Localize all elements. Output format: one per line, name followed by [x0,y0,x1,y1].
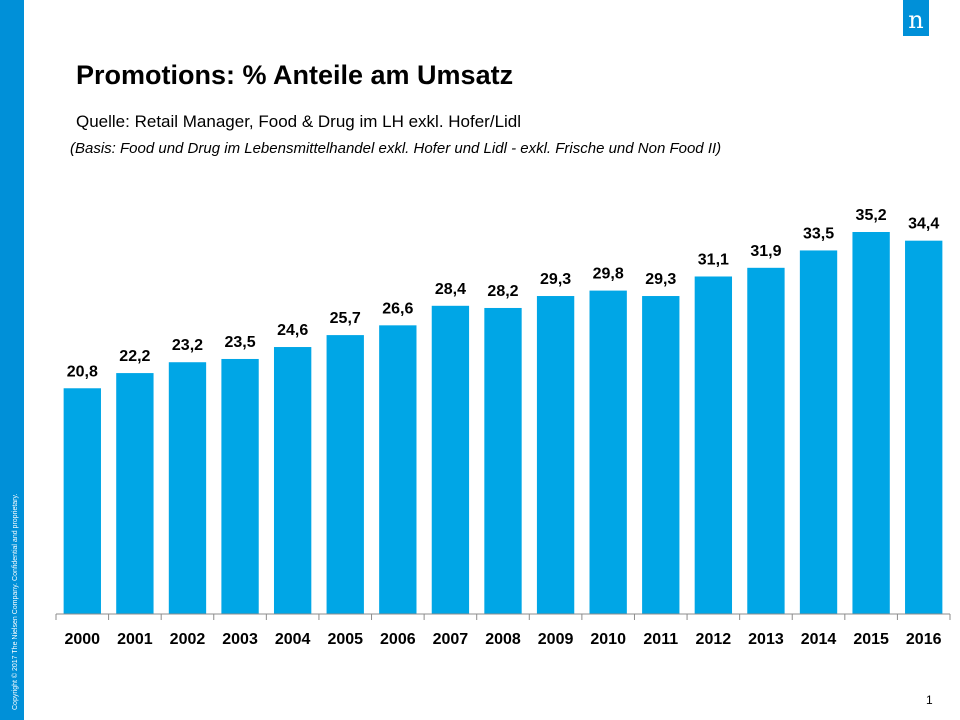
bar-2013 [747,267,785,614]
x-tick-label-2016: 2016 [906,631,942,648]
bar-2008 [484,307,522,614]
bar-2005 [326,335,364,614]
x-tick-label-group: 2000 2001 2002 2003 2004 2005 2006 2007 2008 2009… [64,631,941,648]
data-label-2005: 25,7 [330,310,361,327]
x-tick-label-2011: 2011 [643,631,678,648]
x-tick-label-2009: 2009 [538,631,574,648]
bar-2011 [642,296,680,614]
data-label-2008: 28,2 [487,283,518,300]
data-label-2016: 34,4 [908,216,939,233]
x-tick-label-2002: 2002 [170,631,206,648]
x-tick-label-2000: 2000 [64,631,100,648]
x-tick-label-2001: 2001 [117,631,153,648]
data-label-2002: 23,2 [172,337,203,354]
data-label-2012: 31,1 [698,251,729,268]
data-label-2010: 29,8 [593,266,624,283]
slide-title: Promotions: % Anteile am Umsatz [76,60,514,90]
x-tick-label-2004: 2004 [275,631,311,648]
bar-2003 [221,358,259,614]
bar-2012 [694,276,733,614]
bar-2000 [63,388,101,614]
bar-2014 [799,250,838,614]
x-tick-label-2013: 2013 [748,631,784,648]
x-tick-label-2008: 2008 [485,631,521,648]
bar-2009 [536,296,575,614]
basis-note: (Basis: Food und Drug im Lebensmittelhan… [70,140,722,157]
source-note: Quelle: Retail Manager, Food & Drug im L… [76,112,522,131]
x-tick-label-2006: 2006 [380,631,416,648]
nielsen-logo-icon: n [903,0,929,36]
data-label-2000: 20,8 [67,363,98,380]
data-label-2001: 22,2 [119,348,150,365]
data-label-2009: 29,3 [540,271,571,288]
data-label-2006: 26,6 [382,300,413,317]
x-tick-label-2007: 2007 [433,631,469,648]
value-label-group: 20,8 22,2 23,2 23,5 24,6 25,7 26,6 28,4 28,2 29,3… [67,207,940,380]
bar-2001 [116,373,154,614]
left-accent-band: Copyright © 2017 The Nielsen Company. Co… [0,0,24,720]
data-label-2014: 33,5 [803,225,834,242]
page-number: 1 [926,693,933,707]
x-tick-label-2015: 2015 [853,631,889,648]
bar-2010 [589,290,627,614]
x-tick-label-2005: 2005 [327,631,363,648]
x-tick-label-2014: 2014 [801,631,837,648]
bar-group [63,232,943,614]
x-tick-label-2010: 2010 [590,631,626,648]
bar-2002 [168,362,207,614]
bar-2004 [273,347,312,614]
x-tick-label-2003: 2003 [222,631,258,648]
x-tick-label-2012: 2012 [696,631,732,648]
x-tick-group [55,614,951,620]
data-label-2013: 31,9 [750,243,781,260]
bar-2007 [431,305,470,614]
data-label-2004: 24,6 [277,322,308,339]
data-label-2011: 29,3 [645,271,676,288]
bar-2006 [379,325,417,614]
data-label-2003: 23,5 [224,334,255,351]
data-label-2007: 28,4 [435,281,466,298]
data-label-2015: 35,2 [856,207,887,224]
bar-2015 [852,232,890,614]
bar-2016 [905,240,943,614]
